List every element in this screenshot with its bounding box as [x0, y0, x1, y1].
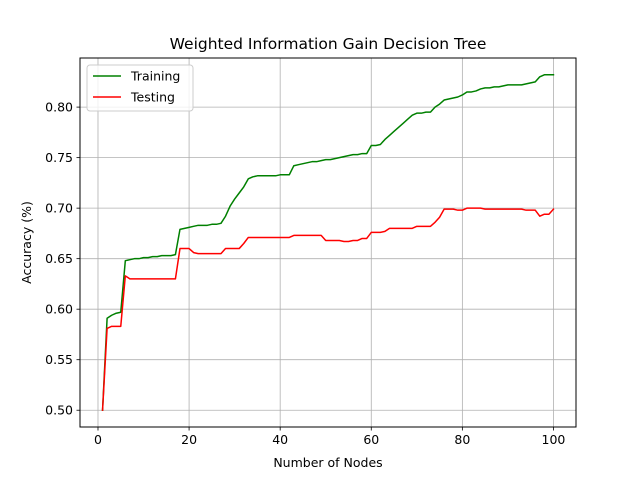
x-axis-label: Number of Nodes: [273, 455, 382, 470]
legend: Training Testing: [86, 64, 194, 112]
y-tick-label: 0.65: [45, 251, 73, 266]
y-axis-label: Accuracy (%): [19, 201, 34, 284]
y-tick-label: 0.75: [45, 150, 73, 165]
x-tick-label: 40: [272, 432, 288, 447]
x-tick-label: 100: [542, 432, 566, 447]
x-tick-label: 60: [363, 432, 379, 447]
y-tick-label: 0.80: [45, 100, 73, 115]
y-tick-label: 0.70: [45, 201, 73, 216]
x-tick-label: 0: [94, 432, 102, 447]
plot-area: [80, 58, 576, 427]
legend-label-training: Training: [130, 69, 180, 84]
x-tick-label: 20: [181, 432, 197, 447]
legend-label-testing: Testing: [130, 90, 175, 105]
grid: [80, 58, 576, 427]
series-layer: [101, 74, 555, 412]
y-axis: 0.50 0.55 0.60 0.65 0.70 0.75 0.80: [45, 100, 80, 418]
y-tick-label: 0.50: [45, 403, 73, 418]
y-tick-label: 0.60: [45, 302, 73, 317]
series-line-testing: [101, 207, 555, 412]
x-tick-label: 80: [454, 432, 470, 447]
x-axis: 0 20 40 60 80 100: [94, 427, 565, 447]
chart-title: Weighted Information Gain Decision Tree: [170, 35, 487, 53]
y-tick-label: 0.55: [45, 352, 73, 367]
series-line-training: [101, 74, 555, 412]
plot-frame: [79, 57, 577, 428]
